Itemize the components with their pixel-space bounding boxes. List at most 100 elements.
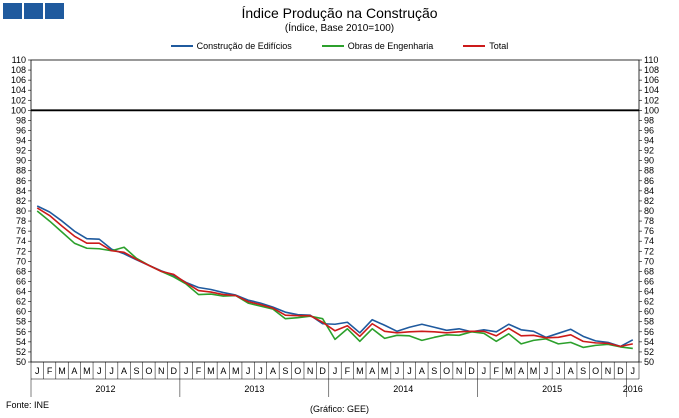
y-tick-label-left: 76 (16, 226, 26, 236)
month-label: J (246, 366, 251, 376)
y-tick-label-left: 108 (11, 65, 26, 75)
y-tick-label-left: 50 (16, 357, 26, 367)
y-tick-label-right: 66 (644, 276, 654, 286)
chart-title: Índice Produção na Construção (241, 5, 438, 21)
month-label: S (282, 366, 288, 376)
month-label: J (35, 366, 40, 376)
y-tick-label-right: 50 (644, 357, 654, 367)
month-label: J (333, 366, 338, 376)
y-tick-label-right: 78 (644, 216, 654, 226)
y-tick-label-left: 68 (16, 266, 26, 276)
legend-label: Obras de Engenharia (347, 41, 434, 51)
y-tick-label-left: 98 (16, 115, 26, 125)
month-label: M (207, 366, 215, 376)
y-tick-label-right: 98 (644, 115, 654, 125)
credit-note: (Gráfico: GEE) (309, 404, 369, 414)
y-tick-label-left: 64 (16, 287, 26, 297)
series-line-1 (36, 210, 633, 350)
month-label: N (456, 366, 463, 376)
month-label: M (505, 366, 513, 376)
month-label: D (468, 366, 475, 376)
month-label: S (431, 366, 437, 376)
month-label: J (407, 366, 412, 376)
year-label: 2015 (542, 384, 562, 394)
y-tick-label-right: 72 (644, 246, 654, 256)
y-tick-label-right: 94 (644, 136, 654, 146)
y-tick-label-left: 90 (16, 156, 26, 166)
logo (3, 3, 64, 19)
legend-item-total: Total (463, 41, 508, 51)
month-label: F (345, 366, 351, 376)
month-label: J (184, 366, 189, 376)
year-label: 2016 (623, 384, 643, 394)
month-label: O (145, 366, 152, 376)
y-tick-label-left: 58 (16, 317, 26, 327)
y-tick-label-right: 60 (644, 307, 654, 317)
legend-item-engenharia: Obras de Engenharia (321, 41, 434, 51)
month-label: O (294, 366, 301, 376)
y-tick-label-left: 102 (11, 95, 26, 105)
legend-swatch (170, 45, 193, 47)
logo-square-icon (45, 3, 64, 19)
y-tick-label-right: 70 (644, 256, 654, 266)
y-tick-label-left: 96 (16, 125, 26, 135)
y-tick-label-left: 106 (11, 75, 26, 85)
month-label: A (270, 366, 276, 376)
chart-legend: Construção de Edifícios Obras de Engenha… (0, 41, 679, 51)
month-label: D (617, 366, 624, 376)
month-label: A (518, 366, 524, 376)
legend-swatch (463, 45, 486, 47)
y-tick-label-left: 94 (16, 136, 26, 146)
y-tick-label-left: 62 (16, 297, 26, 307)
y-tick-label-left: 82 (16, 196, 26, 206)
month-label: A (568, 366, 574, 376)
y-tick-label-left: 104 (11, 85, 26, 95)
month-label: J (97, 366, 102, 376)
month-label: N (605, 366, 612, 376)
y-tick-label-left: 110 (12, 55, 26, 65)
month-label: A (71, 366, 77, 376)
month-label: J (395, 366, 400, 376)
month-label: J (258, 366, 263, 376)
y-tick-label-right: 68 (644, 266, 654, 276)
month-label: J (109, 366, 114, 376)
y-tick-label-left: 56 (16, 327, 26, 337)
y-tick-label-right: 96 (644, 125, 654, 135)
month-label: M (58, 366, 66, 376)
month-label: J (556, 366, 561, 376)
month-label: S (580, 366, 586, 376)
y-tick-label-right: 86 (644, 176, 654, 186)
legend-label: Construção de Edifícios (196, 41, 292, 51)
month-label: S (133, 366, 139, 376)
y-tick-label-left: 100 (11, 105, 26, 115)
y-tick-label-right: 56 (644, 327, 654, 337)
y-tick-label-right: 88 (644, 166, 654, 176)
y-tick-label-right: 110 (644, 55, 658, 65)
y-tick-label-right: 52 (644, 347, 654, 357)
month-label: N (158, 366, 165, 376)
month-label: D (319, 366, 326, 376)
month-label: F (196, 366, 202, 376)
y-tick-label-right: 82 (644, 196, 654, 206)
y-tick-label-right: 106 (644, 75, 659, 85)
y-tick-label-right: 102 (644, 95, 659, 105)
series-line-0 (36, 205, 634, 348)
legend-item-edificios: Construção de Edifícios (170, 41, 292, 51)
month-label: A (121, 366, 127, 376)
legend-swatch (321, 45, 344, 47)
y-tick-label-right: 108 (644, 65, 659, 75)
y-tick-label-left: 92 (16, 146, 26, 156)
month-label: N (307, 366, 314, 376)
y-tick-label-right: 104 (644, 85, 659, 95)
month-label: M (530, 366, 538, 376)
y-tick-label-right: 74 (644, 236, 654, 246)
y-tick-label-right: 58 (644, 317, 654, 327)
y-tick-label-right: 80 (644, 206, 654, 216)
month-label: A (220, 366, 226, 376)
month-label: M (232, 366, 240, 376)
month-label: O (592, 366, 599, 376)
y-tick-label-right: 92 (644, 146, 654, 156)
y-tick-label-left: 70 (16, 256, 26, 266)
y-tick-label-right: 54 (644, 337, 654, 347)
year-label: 2013 (244, 384, 264, 394)
